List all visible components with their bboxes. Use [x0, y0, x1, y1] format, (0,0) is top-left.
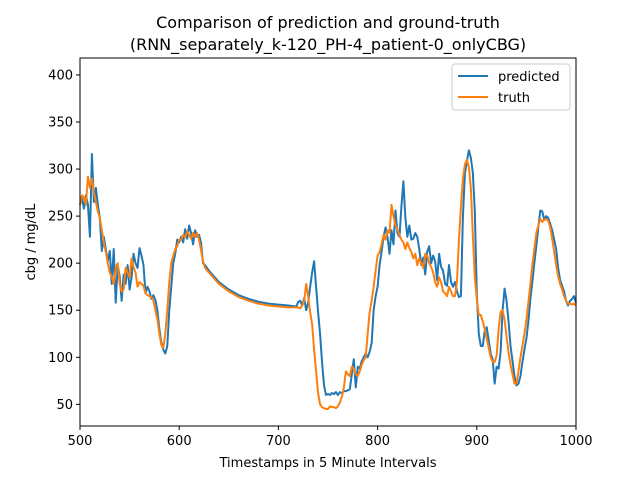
y-tick-label: 350 — [48, 116, 73, 131]
y-tick-label: 200 — [48, 257, 73, 272]
y-tick-label: 400 — [48, 68, 73, 83]
x-tick-label: 800 — [365, 434, 390, 449]
plot-frame — [79, 57, 577, 427]
chart-title: Comparison of prediction and ground-trut… — [156, 13, 500, 32]
x-tick-label: 900 — [464, 434, 489, 449]
x-tick-label: 1000 — [559, 434, 592, 449]
chart-subtitle: (RNN_separately_k-120_PH-4_patient-0_onl… — [130, 35, 526, 55]
y-tick-label: 100 — [48, 351, 73, 366]
x-tick-label: 600 — [167, 434, 192, 449]
legend: predicted truth — [451, 63, 571, 111]
ticks-layer: 500 600 700 800 900 1000 50 100 150 200 250 300 350 4… — [48, 68, 592, 449]
series-line-predicted — [79, 149, 577, 396]
series-line-truth — [79, 158, 577, 411]
x-tick-label: 700 — [266, 434, 291, 449]
series-layer — [79, 149, 577, 411]
legend-label-truth: truth — [498, 91, 530, 106]
y-axis-label: cbg / mg/dL — [24, 203, 39, 281]
x-axis-label: Timestamps in 5 Minute Intervals — [219, 456, 437, 471]
y-tick-label: 150 — [48, 304, 73, 319]
y-tick-label: 250 — [48, 210, 73, 225]
y-tick-label: 50 — [56, 398, 73, 413]
legend-label-predicted: predicted — [498, 70, 560, 85]
x-tick-label: 500 — [68, 434, 93, 449]
y-tick-label: 300 — [48, 163, 73, 178]
